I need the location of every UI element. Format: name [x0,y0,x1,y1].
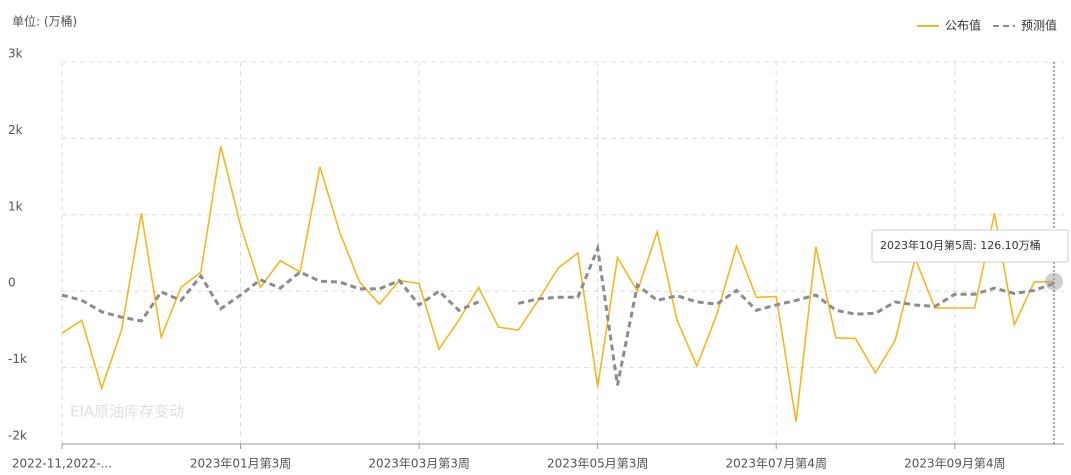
x-tick-label: 2022-11,2022-... [12,457,112,471]
x-tick-label: 2023年05月第3周 [547,457,648,471]
y-tick-label: -1k [8,352,27,366]
hover-marker [1045,272,1063,291]
series-line [61,242,1055,386]
x-tick-label: 2023年07月第4周 [726,457,827,471]
x-tick-label: 2023年01月第3周 [190,457,291,471]
series-line [61,145,1055,422]
y-tick-label: -2k [8,429,27,443]
unit-label: 单位: (万桶) [12,14,77,29]
legend: 预测值 公布值 [916,18,1057,33]
legend-label: 公布值 [945,18,981,33]
legend-label: 预测值 [1021,18,1057,33]
y-tick-label: 3k [8,47,23,61]
y-tick-label: 2k [8,123,23,137]
tooltip: 2023年10月第5周: 126.10万桶 [880,238,1041,252]
y-tick-label: 1k [8,199,23,213]
x-tick-label: 2023年03月第3周 [368,457,469,471]
y-tick-label: 0 [8,276,16,290]
x-tick-label: 2023年09月第4周 [904,457,1005,471]
watermark: EIA原油库存变动 [70,403,184,421]
tooltip-box [871,229,1069,263]
